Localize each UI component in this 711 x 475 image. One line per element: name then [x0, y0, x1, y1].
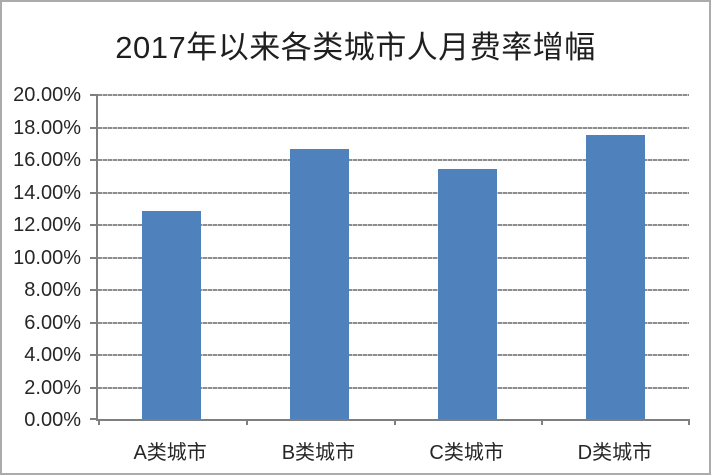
y-axis-tick	[90, 354, 97, 356]
bar-1	[142, 211, 201, 419]
x-axis-tick	[541, 419, 543, 425]
gridline	[98, 322, 689, 324]
y-axis-tick	[90, 387, 97, 389]
x-axis-tick	[394, 419, 396, 425]
x-tick-label: D类城市	[577, 442, 653, 464]
gridline	[98, 127, 689, 129]
x-axis-tick	[98, 419, 100, 425]
y-tick-label: 8.00%	[24, 279, 81, 301]
bar-4	[586, 135, 645, 419]
gridline	[98, 159, 689, 161]
gridline	[98, 387, 689, 389]
x-tick-label: B类城市	[281, 442, 356, 464]
y-axis-tick	[90, 289, 97, 291]
chart-title: 2017年以来各类城市人月费率增幅	[115, 30, 596, 65]
x-axis-tick	[688, 419, 690, 425]
y-tick-label: 0.00%	[24, 409, 81, 431]
y-tick-label: 10.00%	[13, 247, 81, 269]
y-tick-label: 2.00%	[24, 377, 81, 399]
x-axis-tick	[246, 419, 248, 425]
y-axis-tick	[90, 127, 97, 129]
y-tick-label: 6.00%	[24, 312, 81, 334]
x-axis: A类城市 B类城市 C类城市 D类城市	[96, 436, 689, 465]
y-axis-tick	[90, 224, 97, 226]
y-axis-tick	[90, 322, 97, 324]
y-tick-label: 18.00%	[13, 117, 81, 139]
y-tick-label: 14.00%	[13, 182, 81, 204]
y-axis-tick	[90, 418, 97, 420]
plot-area	[90, 94, 690, 425]
gridline	[98, 289, 689, 291]
y-tick-label: 20.00%	[13, 84, 81, 106]
gridline	[98, 257, 689, 259]
y-tick-label: 16.00%	[13, 149, 81, 171]
bar-2	[290, 149, 349, 419]
bar-3	[438, 169, 497, 419]
x-tick-label: A类城市	[133, 442, 207, 464]
y-axis-tick	[90, 257, 97, 259]
x-tick-label: C类城市	[429, 442, 504, 464]
y-axis-tick	[90, 159, 97, 161]
y-tick-label: 4.00%	[24, 344, 81, 366]
gridline	[98, 192, 689, 194]
gridline	[98, 224, 689, 226]
y-axis-tick	[90, 192, 97, 194]
gridline	[98, 354, 689, 356]
y-tick-label: 12.00%	[13, 214, 81, 236]
y-axis-tick	[90, 94, 97, 96]
gridline	[98, 94, 689, 96]
